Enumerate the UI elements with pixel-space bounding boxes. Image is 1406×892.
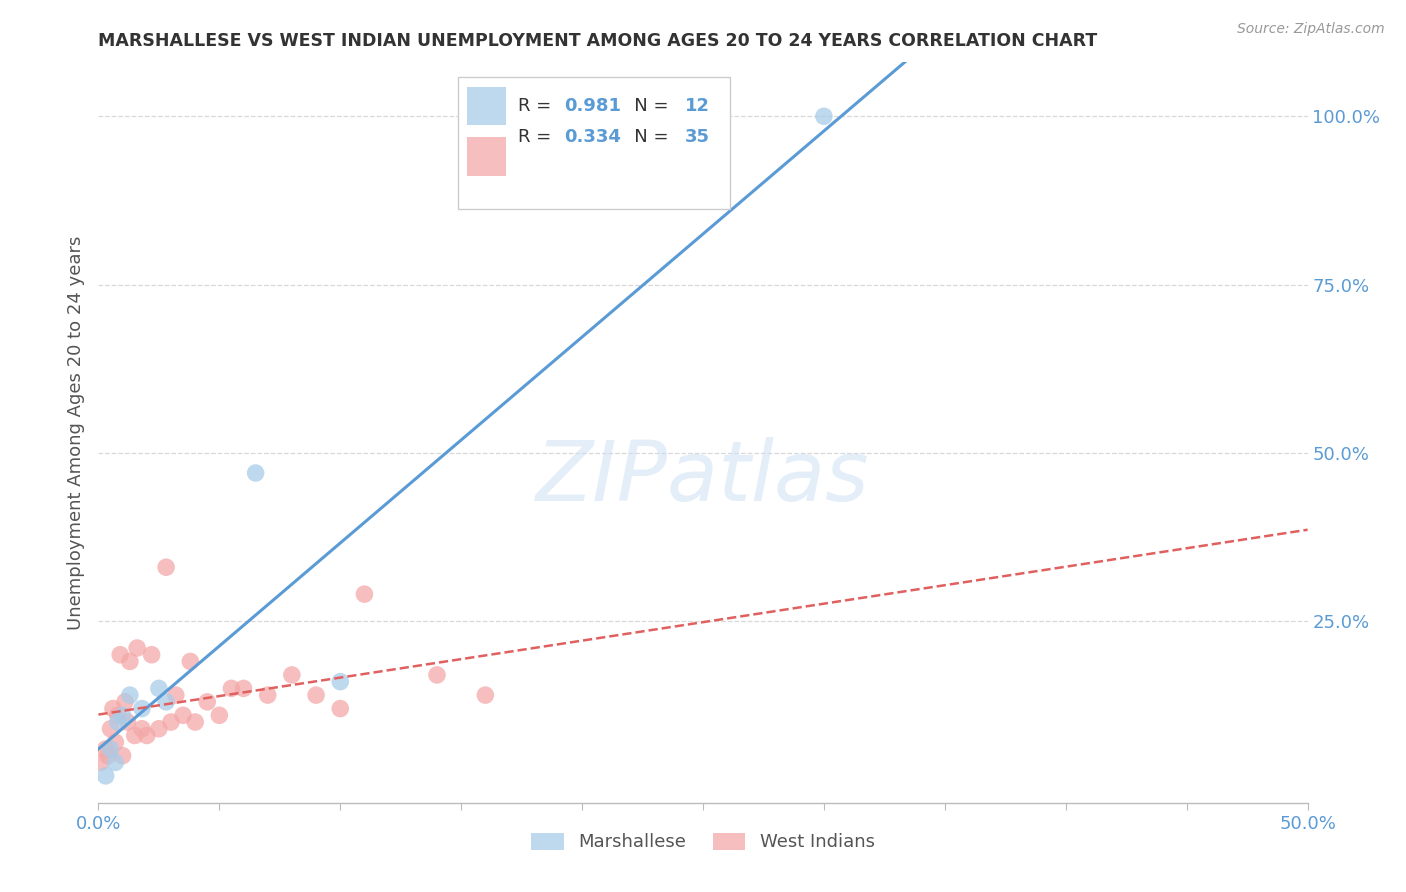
Point <box>305 688 328 702</box>
Text: N =: N = <box>617 97 675 115</box>
Text: 0.981: 0.981 <box>564 97 621 115</box>
Bar <box>467 87 506 126</box>
FancyBboxPatch shape <box>457 78 730 209</box>
Text: ZIPatlas: ZIPatlas <box>536 436 870 517</box>
Text: 0.334: 0.334 <box>564 128 621 146</box>
Point <box>245 466 267 480</box>
Y-axis label: Unemployment Among Ages 20 to 24 years: Unemployment Among Ages 20 to 24 years <box>66 235 84 630</box>
Point <box>94 742 117 756</box>
Point <box>281 668 304 682</box>
Point <box>118 655 141 669</box>
Point <box>813 109 835 123</box>
Point <box>117 714 139 729</box>
Point <box>148 681 170 696</box>
Point <box>104 735 127 749</box>
Point <box>221 681 243 696</box>
Point <box>101 701 124 715</box>
Point <box>127 640 149 655</box>
Text: R =: R = <box>517 128 557 146</box>
Point <box>118 688 141 702</box>
Point <box>131 722 153 736</box>
Text: N =: N = <box>617 128 675 146</box>
Point <box>232 681 254 696</box>
Point <box>256 688 278 702</box>
Point <box>111 748 134 763</box>
Point <box>111 708 134 723</box>
Point <box>155 695 177 709</box>
Point <box>135 729 157 743</box>
Text: 35: 35 <box>685 128 710 146</box>
Point <box>160 714 183 729</box>
Point <box>179 655 201 669</box>
Point <box>131 701 153 715</box>
Point <box>426 668 449 682</box>
Point <box>184 714 207 729</box>
Point <box>165 688 187 702</box>
Point <box>155 560 177 574</box>
Legend: Marshallese, West Indians: Marshallese, West Indians <box>522 823 884 861</box>
Point <box>114 695 136 709</box>
Point <box>100 722 122 736</box>
Point <box>195 695 218 709</box>
Point <box>107 708 129 723</box>
Point <box>104 756 127 770</box>
Point <box>108 648 131 662</box>
Bar <box>467 137 506 176</box>
Point <box>172 708 194 723</box>
Point <box>124 729 146 743</box>
Text: 12: 12 <box>685 97 710 115</box>
Point <box>94 769 117 783</box>
Point <box>329 701 352 715</box>
Text: Source: ZipAtlas.com: Source: ZipAtlas.com <box>1237 22 1385 37</box>
Point <box>90 756 112 770</box>
Text: MARSHALLESE VS WEST INDIAN UNEMPLOYMENT AMONG AGES 20 TO 24 YEARS CORRELATION CH: MARSHALLESE VS WEST INDIAN UNEMPLOYMENT … <box>98 32 1098 50</box>
Point <box>148 722 170 736</box>
Point <box>474 688 496 702</box>
Text: R =: R = <box>517 97 557 115</box>
Point <box>100 742 122 756</box>
Point <box>97 748 120 763</box>
Point <box>329 674 352 689</box>
Point <box>208 708 231 723</box>
Point <box>107 714 129 729</box>
Point <box>353 587 375 601</box>
Point <box>141 648 163 662</box>
